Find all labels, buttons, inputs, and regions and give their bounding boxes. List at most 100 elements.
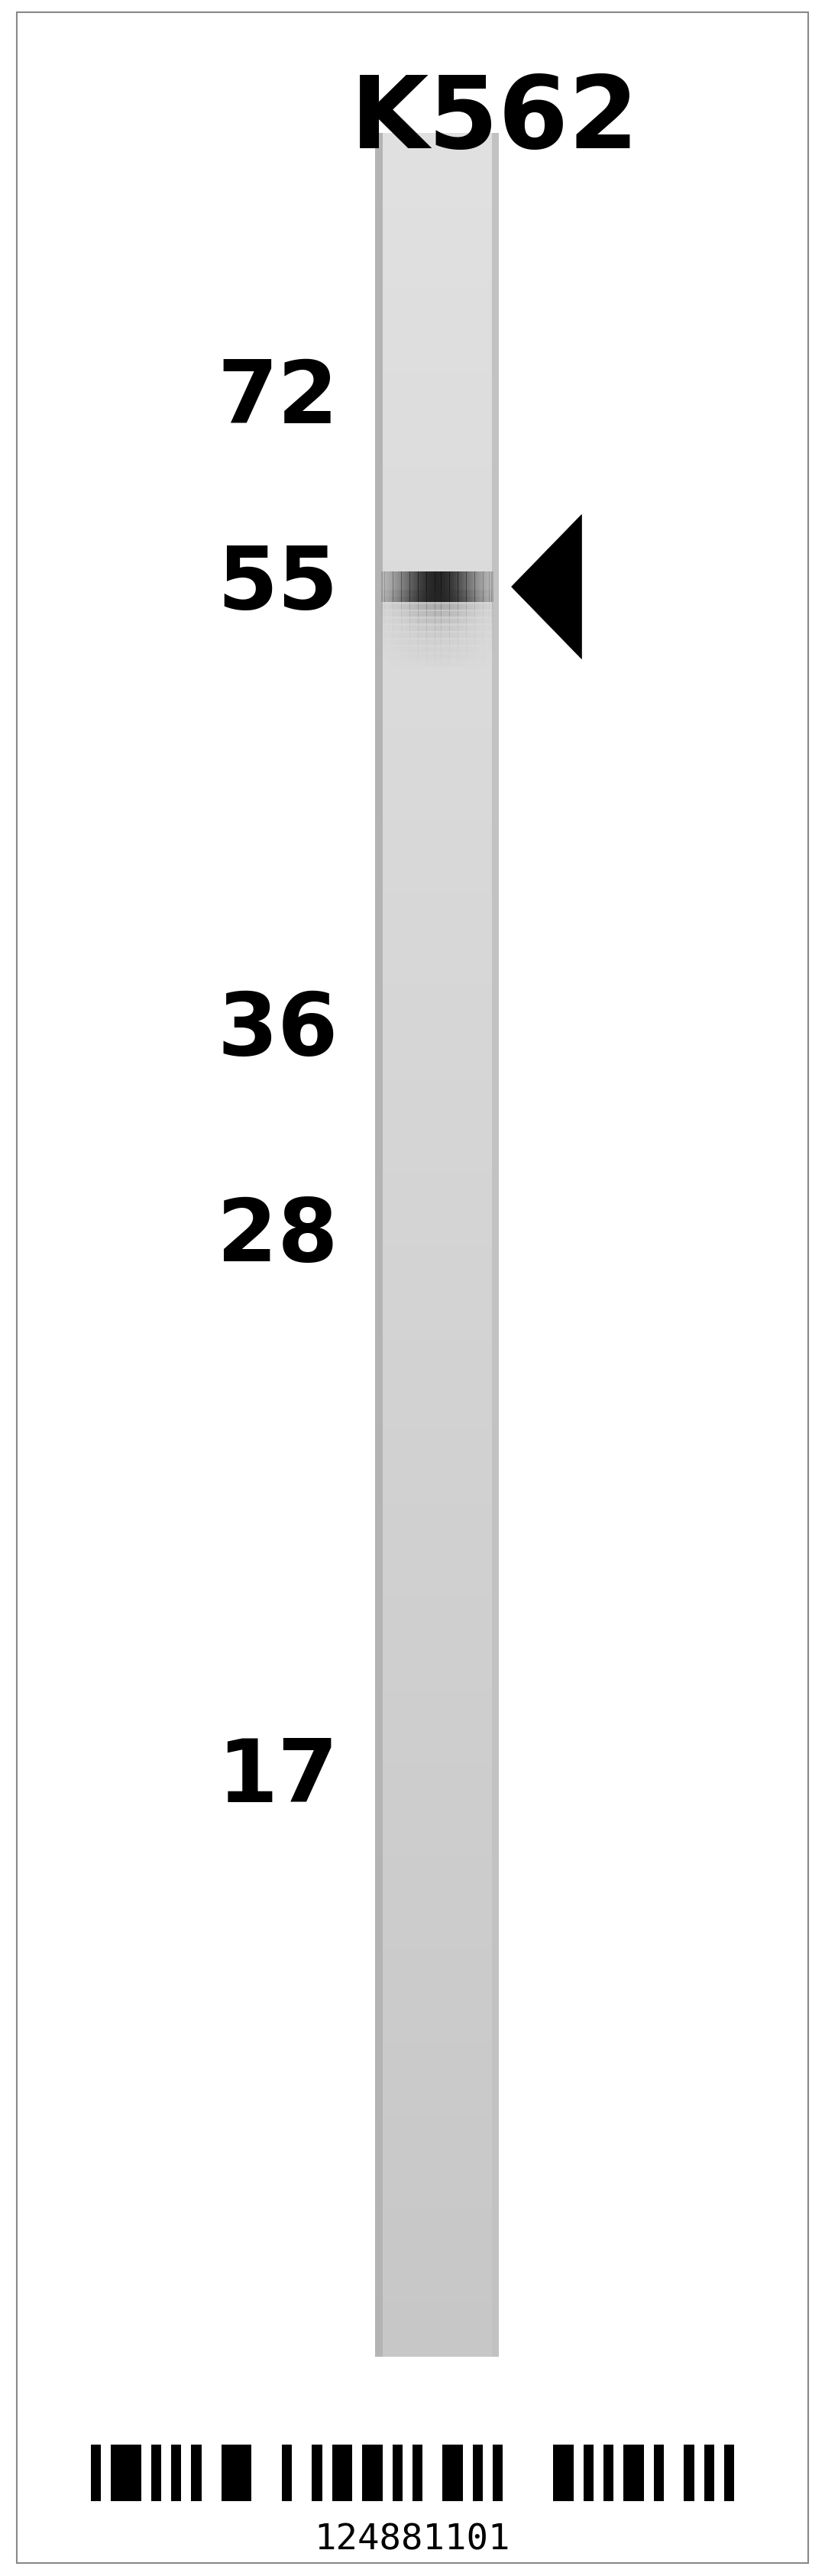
Bar xyxy=(383,1932,492,1950)
Bar xyxy=(383,301,492,319)
Bar xyxy=(383,2079,492,2097)
Bar xyxy=(383,523,492,541)
Bar xyxy=(383,1079,492,1097)
Bar xyxy=(383,337,492,355)
Bar xyxy=(383,652,492,672)
Bar xyxy=(684,2445,694,2501)
Bar xyxy=(383,876,492,894)
Bar xyxy=(654,2445,664,2501)
Bar xyxy=(383,152,492,170)
Bar xyxy=(383,1857,492,1875)
Bar xyxy=(383,1765,492,1783)
Bar xyxy=(383,2025,492,2043)
Bar xyxy=(383,634,492,652)
Bar xyxy=(554,2445,573,2501)
Bar xyxy=(383,801,492,819)
Bar xyxy=(383,1819,492,1839)
Bar xyxy=(383,1283,492,1301)
Bar xyxy=(383,2004,492,2025)
Bar xyxy=(383,948,492,969)
Bar xyxy=(383,505,492,523)
Text: 72: 72 xyxy=(217,358,338,440)
Bar xyxy=(383,263,492,283)
Bar xyxy=(362,2445,382,2501)
Bar xyxy=(383,1636,492,1654)
Bar xyxy=(383,2321,492,2339)
Bar xyxy=(383,2264,492,2282)
Bar xyxy=(111,2445,121,2501)
Bar xyxy=(383,1097,492,1115)
Bar xyxy=(383,1023,492,1041)
Bar xyxy=(383,1468,492,1486)
Bar xyxy=(383,1690,492,1708)
Bar xyxy=(383,374,492,394)
Bar xyxy=(383,430,492,448)
Bar xyxy=(493,2445,503,2501)
Text: 17: 17 xyxy=(217,1736,338,1819)
Bar xyxy=(383,1450,492,1468)
Bar xyxy=(383,672,492,690)
Bar xyxy=(383,1412,492,1430)
Bar xyxy=(383,598,492,616)
Bar xyxy=(383,1801,492,1819)
Bar xyxy=(383,765,492,783)
Bar xyxy=(151,2445,161,2501)
Bar xyxy=(383,2282,492,2300)
Bar xyxy=(393,2445,403,2501)
Bar xyxy=(383,1561,492,1579)
Bar xyxy=(383,319,492,337)
Bar xyxy=(383,1208,492,1226)
Bar xyxy=(383,1154,492,1172)
Bar xyxy=(191,2445,201,2501)
Text: 36: 36 xyxy=(217,989,338,1072)
Bar xyxy=(383,559,492,580)
Bar xyxy=(383,726,492,744)
Bar xyxy=(383,1747,492,1765)
Bar xyxy=(383,170,492,191)
Text: K562: K562 xyxy=(351,72,639,170)
Bar xyxy=(704,2445,714,2501)
Bar xyxy=(383,987,492,1005)
Bar xyxy=(383,1875,492,1893)
Bar xyxy=(383,1265,492,1283)
Bar xyxy=(383,1247,492,1265)
Polygon shape xyxy=(512,515,582,659)
Bar xyxy=(383,1133,492,1154)
Bar xyxy=(383,930,492,948)
Bar xyxy=(383,744,492,765)
Bar xyxy=(383,1376,492,1394)
Bar xyxy=(383,2246,492,2264)
Bar xyxy=(383,2190,492,2208)
Bar xyxy=(383,969,492,987)
Bar xyxy=(383,2339,492,2357)
Bar xyxy=(383,1911,492,1932)
Text: 124881101: 124881101 xyxy=(314,2522,511,2555)
Bar xyxy=(383,2208,492,2228)
Bar xyxy=(172,2445,181,2501)
Bar xyxy=(383,1358,492,1376)
Bar xyxy=(383,708,492,726)
Bar xyxy=(583,2445,593,2501)
Bar xyxy=(383,1172,492,1190)
Bar xyxy=(383,2300,492,2321)
Bar xyxy=(383,487,492,505)
Bar xyxy=(383,2228,492,2246)
Bar xyxy=(624,2445,644,2501)
Bar xyxy=(383,448,492,466)
Bar xyxy=(383,1394,492,1412)
Bar xyxy=(383,1319,492,1337)
Bar xyxy=(383,2154,492,2172)
Bar xyxy=(383,1190,492,1208)
Bar xyxy=(383,1597,492,1615)
Bar xyxy=(604,2445,614,2501)
Bar xyxy=(383,1061,492,1079)
Bar xyxy=(383,209,492,227)
Bar xyxy=(383,227,492,245)
Bar xyxy=(383,1337,492,1358)
Bar xyxy=(383,837,492,855)
Text: 28: 28 xyxy=(217,1195,338,1278)
Bar xyxy=(312,2445,322,2501)
Bar xyxy=(383,690,492,708)
Bar xyxy=(383,1486,492,1504)
Bar xyxy=(492,134,499,2357)
